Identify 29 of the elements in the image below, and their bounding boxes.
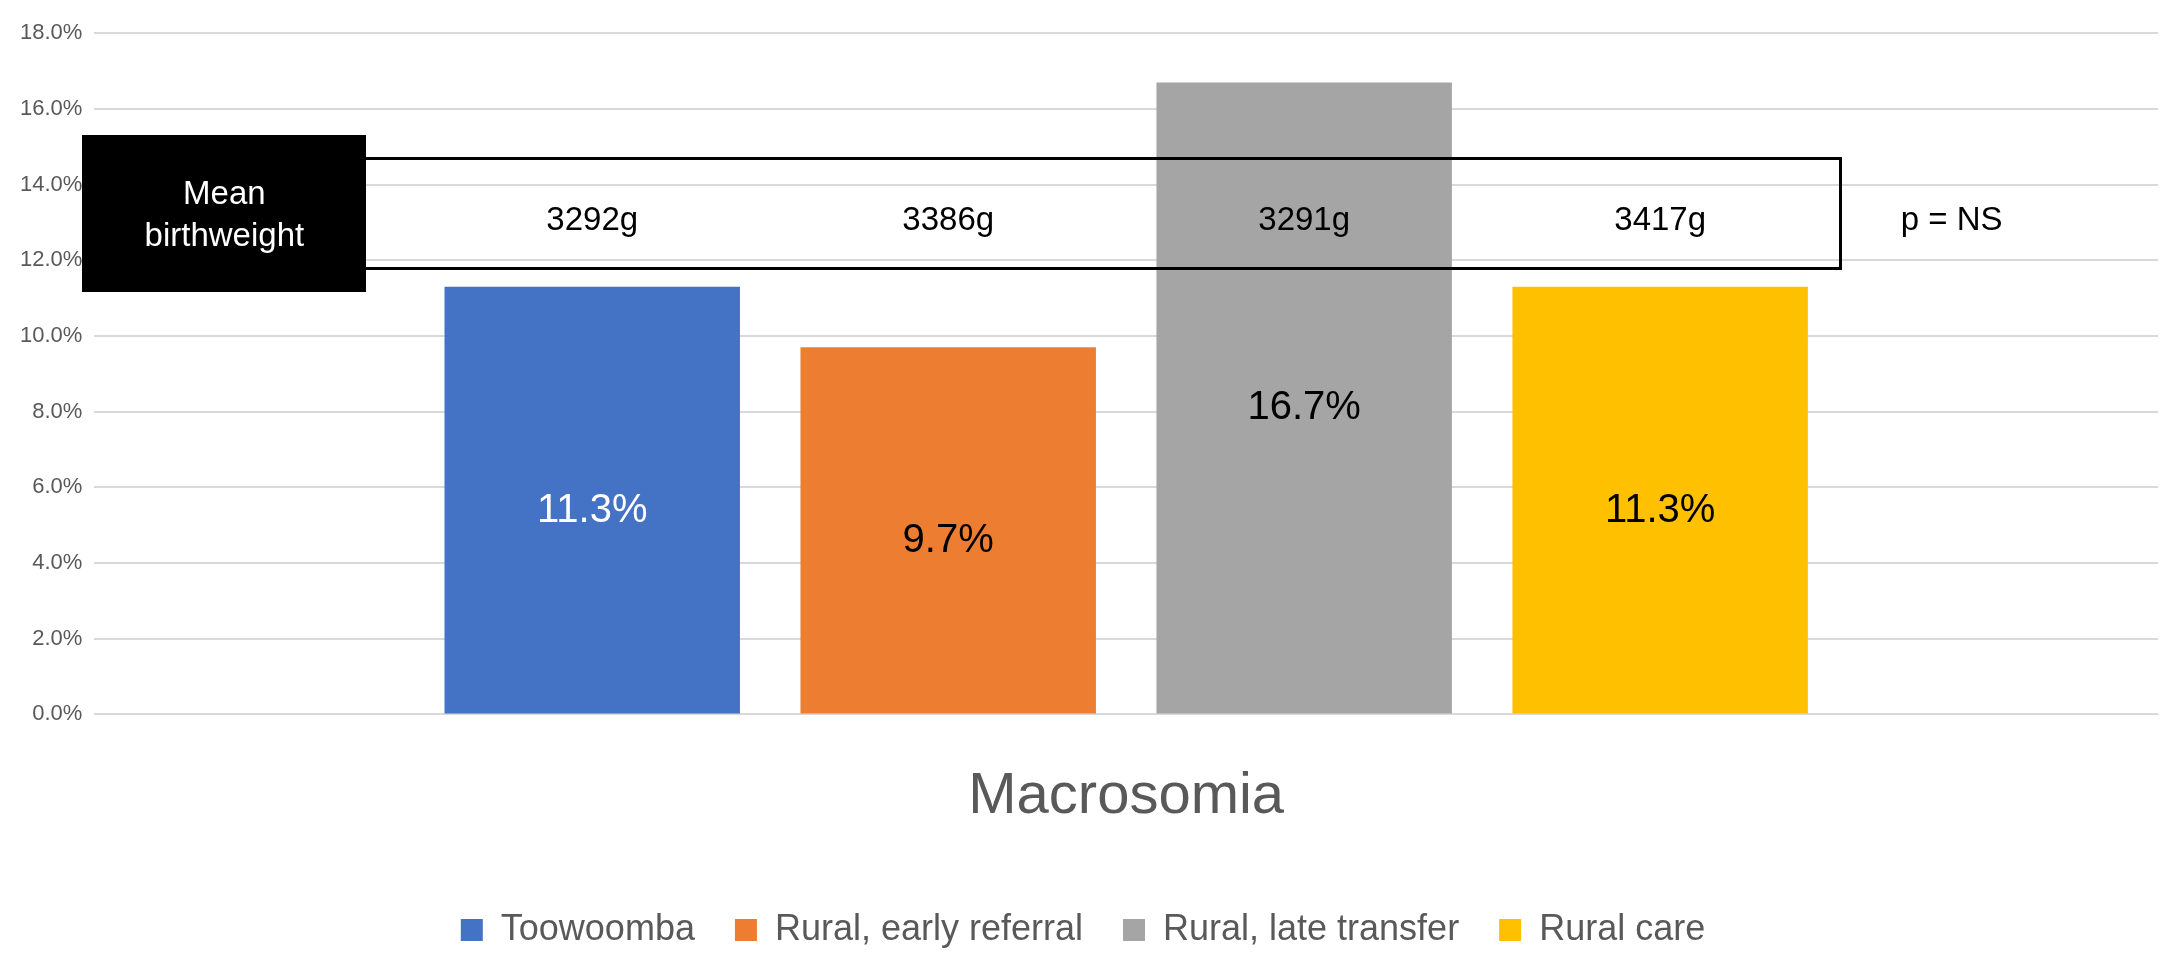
x-tick-label: Macrosomia (968, 760, 1285, 826)
y-tick-label: 2.0% (32, 624, 83, 650)
legend-label: Rural, early referral (774, 906, 1084, 948)
annotation: 3291g (1258, 199, 1351, 237)
y-tick-label: 0.0% (32, 700, 83, 726)
bar (1156, 82, 1452, 714)
y-tick-label: 16.0% (19, 94, 83, 120)
y-tick-label: 14.0% (19, 170, 83, 196)
annotation: 3417g (1614, 199, 1707, 237)
y-tick-label: 10.0% (19, 322, 83, 348)
legend-label: Rural, late transfer (1163, 906, 1460, 948)
bar (444, 286, 740, 714)
data-label: 11.3% (537, 485, 648, 530)
data-label: 11.3% (1604, 485, 1716, 530)
bar (1512, 286, 1808, 714)
data-label: 9.7% (902, 515, 994, 560)
y-tick-label: 18.0% (19, 19, 83, 45)
label-box: Mean birthweight (82, 135, 367, 293)
annotation: 3386g (902, 199, 995, 237)
y-tick-label: 8.0% (32, 397, 83, 423)
data-label: 16.7% (1247, 383, 1361, 428)
y-tick-label: 6.0% (32, 473, 83, 499)
annotation: 3292g (546, 199, 639, 237)
legend-label: Toowoomba (500, 906, 696, 948)
bar (800, 347, 1096, 714)
annotation: p = NS (1900, 199, 2003, 237)
y-tick-label: 4.0% (32, 549, 83, 575)
legend-label: Rural care (1539, 906, 1706, 948)
y-tick-label: 12.0% (19, 246, 83, 272)
